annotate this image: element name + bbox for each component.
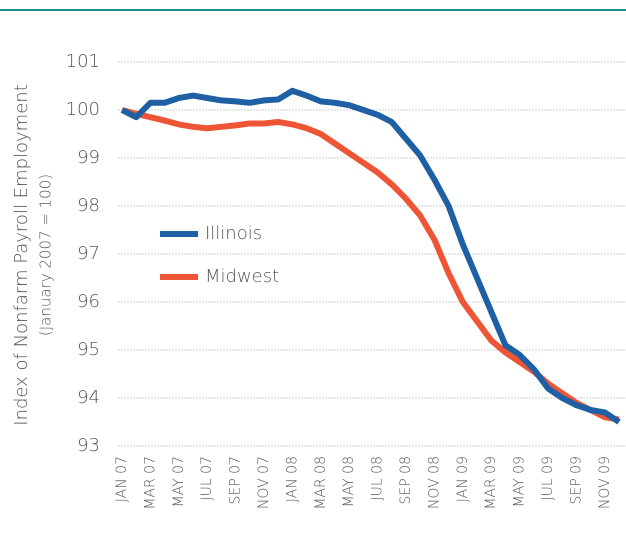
y-tick-label: 98 [77, 195, 100, 216]
y-tick-label: 99 [77, 147, 100, 168]
x-tick-label: JAN 08 [284, 456, 300, 502]
x-tick-label: SEP 08 [398, 456, 414, 504]
x-tick-label: NOV 09 [597, 456, 613, 509]
x-tick-label: JUL 08 [370, 456, 386, 500]
x-tick-label: JAN 09 [455, 456, 471, 502]
x-tick-label: NOV 07 [256, 456, 272, 509]
x-tick-label: SEP 07 [228, 456, 244, 504]
y-tick-label: 94 [77, 387, 100, 408]
x-tick-label: JAN 07 [114, 456, 130, 502]
y-tick-label: 101 [66, 51, 100, 72]
x-tick-label: MAY 08 [341, 456, 357, 507]
y-tick-label: 95 [77, 339, 100, 360]
x-tick-label: MAR 09 [483, 456, 499, 510]
x-tick-label: MAR 07 [142, 456, 158, 510]
y-tick-label: 100 [66, 99, 100, 120]
x-tick-label: JUL 09 [540, 456, 556, 500]
y-tick-label: 97 [77, 243, 100, 264]
legend-label: Illinois [205, 223, 262, 244]
y-axis-title: Index of Nonfarm Payroll Employment [11, 84, 32, 425]
y-tick-label: 96 [77, 291, 100, 312]
x-tick-label: SEP 09 [568, 456, 584, 504]
x-tick-label: MAY 07 [171, 456, 187, 507]
series-line [121, 107, 620, 423]
series-line [120, 87, 621, 425]
y-tick-label: 93 [77, 435, 100, 456]
x-tick-label: JUL 07 [199, 456, 215, 500]
y-axis-note: (January 2007 = 100) [37, 174, 55, 336]
legend-label: Midwest [205, 266, 279, 287]
x-tick-label: NOV 08 [426, 456, 442, 509]
x-tick-label: MAY 09 [512, 456, 528, 507]
x-tick-label: MAR 08 [313, 456, 329, 510]
